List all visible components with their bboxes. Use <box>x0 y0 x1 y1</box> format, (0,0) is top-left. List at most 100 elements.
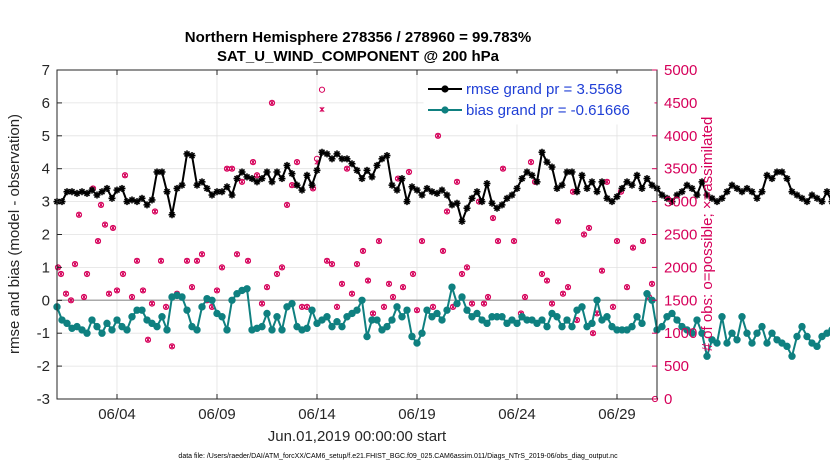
rmse-marker-135 <box>728 181 736 189</box>
bias-marker-111 <box>608 322 616 331</box>
rmse-marker-42 <box>263 168 271 176</box>
rmse-marker-d2-76 <box>433 190 441 197</box>
bias-marker-69 <box>398 313 406 321</box>
rmse-marker-d2-44 <box>273 168 281 176</box>
bias-marker-53 <box>318 316 326 324</box>
bias-marker-108 <box>593 296 601 304</box>
obs-assimilated-point-31 <box>199 251 205 257</box>
rmse-marker-71 <box>408 183 416 191</box>
obs-assimilated-point-25 <box>169 343 175 349</box>
rmse-marker-d2-48 <box>293 182 301 189</box>
obs-assimilated-point-58 <box>334 304 340 310</box>
rmse-marker-87 <box>488 199 496 207</box>
rmse-marker-69 <box>398 175 406 183</box>
rmse-marker-30 <box>203 184 211 192</box>
bias-marker-47 <box>288 299 296 308</box>
rmse-marker-d2-54 <box>323 150 331 157</box>
obs-assimilated-point-109 <box>594 310 600 317</box>
obs-assimilated-point-115 <box>624 284 630 290</box>
obs-assimilated-point-113 <box>614 238 620 244</box>
rmse-marker-d2-56 <box>333 150 341 157</box>
obs-assimilated-point-101 <box>555 218 561 224</box>
rmse-marker-68 <box>393 186 401 194</box>
rmse-marker-60 <box>353 166 361 174</box>
bias-marker-130 <box>703 352 711 360</box>
obs-assimilated-point-6 <box>81 294 87 300</box>
rmse-marker-d2-85 <box>478 198 486 205</box>
rmse-marker-119 <box>648 181 656 189</box>
right-tick-label-0: 0 <box>664 391 672 408</box>
rmse-marker-d2-19 <box>148 196 156 204</box>
rmse-marker-146 <box>783 175 791 183</box>
rmse-marker-d2-58 <box>343 155 351 162</box>
obs-assimilated-point-37 <box>229 166 235 172</box>
obs-assimilated-point-63 <box>360 248 366 254</box>
obs-assimilated-point-103 <box>565 284 571 290</box>
rmse-marker-d2-143 <box>768 175 776 182</box>
rmse-marker-27 <box>188 152 196 160</box>
rmse-marker-96 <box>533 178 541 186</box>
obs-assimilated-point-98 <box>539 271 545 277</box>
obs-assimilated-point-55 <box>319 106 325 113</box>
obs-assimilated-point-1 <box>58 271 64 277</box>
rmse-marker-d2-63 <box>368 173 376 180</box>
obs-assimilated-point-35 <box>219 264 225 270</box>
rmse-marker-141 <box>758 188 766 196</box>
rmse-marker-d2-47 <box>288 170 296 177</box>
obs-assimilated-point-83 <box>459 271 465 277</box>
rmse-marker-d2-65 <box>378 155 386 162</box>
bias-marker-116 <box>633 313 641 321</box>
bias-marker-115 <box>628 322 636 331</box>
rmse-marker-49 <box>298 186 306 194</box>
rmse-marker-d2-68 <box>393 187 401 194</box>
bias-marker-21 <box>158 313 166 321</box>
obs-assimilated-point-57 <box>329 261 335 267</box>
left-tick-label-4: 1 <box>42 259 50 276</box>
rmse-marker-d2-32 <box>213 188 221 195</box>
bias-marker-50 <box>303 324 311 332</box>
rmse-marker-37 <box>238 168 246 176</box>
x-tick-label-3: 06/19 <box>398 406 436 423</box>
rmse-marker-d2-132 <box>713 198 721 205</box>
bias-marker-109 <box>598 316 606 324</box>
obs-assimilated-point-18 <box>134 258 140 264</box>
bias-marker-143 <box>768 329 776 337</box>
bias-marker-141 <box>758 322 766 331</box>
bias-marker-102 <box>563 316 571 324</box>
rmse-marker-d2-100 <box>553 185 561 192</box>
rmse-marker-22 <box>163 188 171 196</box>
rmse-marker-d2-135 <box>728 182 736 189</box>
bias-marker-64 <box>373 316 381 324</box>
rmse-marker-d2-150 <box>803 198 811 205</box>
rmse-marker-d2-21 <box>158 168 166 176</box>
rmse-marker-58 <box>343 155 351 163</box>
bias-marker-9 <box>98 329 106 337</box>
rmse-marker-d2-17 <box>138 195 146 202</box>
rmse-marker-d2-147 <box>788 188 796 195</box>
rmse-marker-d2-15 <box>128 196 136 204</box>
bias-marker-104 <box>573 306 581 314</box>
rmse-marker-46 <box>283 161 291 169</box>
bias-marker-68 <box>393 303 401 311</box>
rmse-marker-125 <box>678 188 686 196</box>
bias-marker-118 <box>643 290 651 298</box>
obs-assimilated-point-12 <box>106 291 112 297</box>
rmse-marker-d2-126 <box>683 182 691 189</box>
bias-marker-27 <box>188 322 196 331</box>
bias-marker-7 <box>88 316 96 324</box>
rmse-marker-d2-42 <box>263 168 271 176</box>
rmse-marker-d2-55 <box>328 155 336 162</box>
right-tick-label-10: 5000 <box>664 62 697 79</box>
bias-marker-101 <box>558 322 566 331</box>
rmse-marker-18 <box>143 201 151 209</box>
rmse-marker-d2-117 <box>638 185 646 192</box>
rmse-marker-d2-69 <box>398 175 406 182</box>
rmse-marker-92 <box>513 184 521 192</box>
rmse-marker-d2-110 <box>603 195 611 202</box>
rmse-marker-13 <box>118 184 126 192</box>
obs-assimilated-point-59 <box>339 281 345 287</box>
rmse-marker-d2-129 <box>698 178 706 185</box>
bias-marker-5 <box>78 326 86 334</box>
rmse-marker-104 <box>573 188 581 196</box>
rmse-marker-d2-20 <box>153 168 161 176</box>
